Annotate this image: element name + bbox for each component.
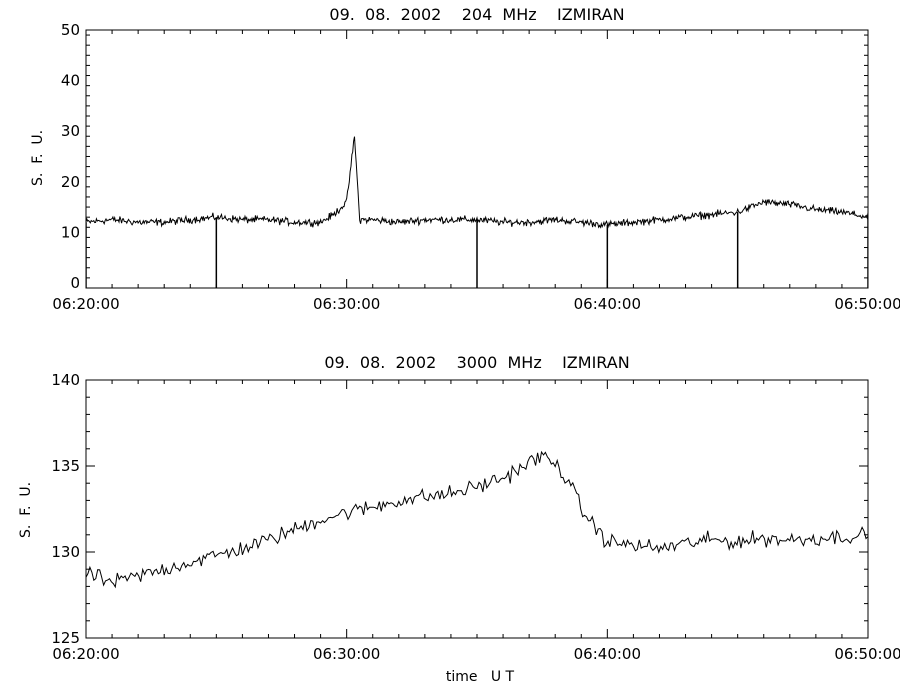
panel-204mhz-ytick-label: 30	[61, 122, 80, 140]
panel-204mhz-ytick-label: 40	[61, 72, 80, 90]
panel-3000mhz-ytick-label: 125	[51, 629, 80, 647]
panel-204mhz-xtick-label: 06:20:00	[52, 295, 119, 313]
panel-3000mhz-xtick-label: 06:20:00	[52, 645, 119, 663]
panel-204mhz-ytick-label: 20	[61, 173, 80, 191]
panel-204mhz-axes: 0 10 20 30 40 50 06:20:00 06:30:00 06:40:00 06:50…	[52, 21, 900, 313]
panel-3000mhz-xtick-label: 06:50:00	[834, 645, 900, 663]
panel-3000mhz: 09. 08. 2002 3000 MHz IZMIRAN S. F. U. t…	[18, 353, 900, 685]
panel-3000mhz-series-line	[86, 450, 868, 589]
panel-3000mhz-ylabel: S. F. U.	[18, 482, 34, 538]
panel-3000mhz-ytick-label: 130	[51, 543, 80, 561]
panel-204mhz-xtick-label: 06:50:00	[834, 295, 900, 313]
panel-3000mhz-axes: 125 130 135 140 06:20:00 06:30:00 06:40:00 06:5…	[51, 371, 900, 663]
panel-3000mhz-xtick-label: 06:40:00	[574, 645, 641, 663]
panel-204mhz-plot	[86, 136, 868, 288]
panel-204mhz-series-line	[86, 136, 868, 229]
panel-204mhz-xtick-label: 06:30:00	[313, 295, 380, 313]
panel-204mhz-ytick-label: 0	[70, 274, 80, 292]
panel-3000mhz-plot	[86, 450, 868, 589]
panel-3000mhz-xtick-label: 06:30:00	[313, 645, 380, 663]
panel-3000mhz-ytick-label: 135	[51, 457, 80, 475]
panel-204mhz-title: 09. 08. 2002 204 MHz IZMIRAN	[329, 5, 624, 24]
panel-3000mhz-ytick-label: 140	[51, 371, 80, 389]
panel-204mhz-ylabel: S. F. U.	[30, 130, 46, 186]
panel-204mhz-ytick-label: 50	[61, 21, 80, 39]
x-axis-label: time U T	[446, 669, 515, 685]
panel-204mhz-ytick-label: 10	[61, 223, 80, 241]
panel-3000mhz-title: 09. 08. 2002 3000 MHz IZMIRAN	[324, 353, 629, 372]
panel-204mhz: 09. 08. 2002 204 MHz IZMIRAN S. F. U. 0 1…	[30, 5, 900, 313]
panel-204mhz-xtick-label: 06:40:00	[574, 295, 641, 313]
panel-3000mhz-frame	[85, 379, 869, 639]
